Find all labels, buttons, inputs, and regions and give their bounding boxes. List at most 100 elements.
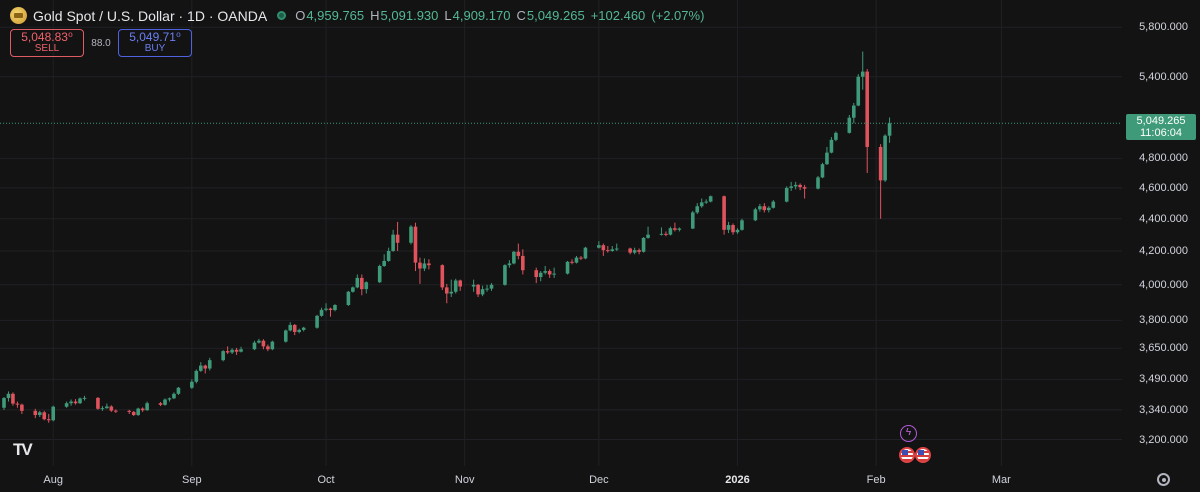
spread-value: 88.0 <box>91 37 111 49</box>
candle <box>476 283 480 298</box>
candle <box>690 210 695 230</box>
candle <box>413 222 418 272</box>
candle <box>109 405 114 412</box>
candle-body <box>33 410 38 416</box>
sell-button[interactable]: 5,048.83⁰ SELL <box>10 29 84 57</box>
candle-body <box>395 234 400 243</box>
candle <box>538 271 543 282</box>
candle <box>33 408 38 419</box>
high-label: H <box>370 8 380 23</box>
gear-icon[interactable] <box>1157 473 1170 486</box>
candle-body <box>825 152 829 165</box>
buy-price: 5,049.71⁰ <box>129 30 181 44</box>
candle <box>51 405 55 422</box>
candle <box>784 186 789 203</box>
buy-button[interactable]: 5,049.71⁰ BUY <box>118 29 192 57</box>
candle-body <box>194 370 199 382</box>
candle <box>198 362 203 372</box>
candle-body <box>283 330 288 342</box>
candle <box>771 200 776 209</box>
x-tick-label: Dec <box>589 474 609 486</box>
candle <box>708 195 713 203</box>
bar-countdown: 11:06:04 <box>1139 127 1182 139</box>
candle <box>878 144 883 219</box>
x-tick-label: Sep <box>182 474 202 486</box>
candle <box>114 409 118 413</box>
candle <box>547 269 552 278</box>
candle-body <box>471 284 476 287</box>
candle <box>418 257 422 284</box>
candle <box>377 264 382 284</box>
candle-body <box>485 288 489 290</box>
candle <box>453 278 458 294</box>
candle-body <box>257 340 261 343</box>
candle <box>64 401 69 408</box>
sell-label: SELL <box>34 43 60 54</box>
candle <box>382 254 386 267</box>
candle-body <box>167 398 172 400</box>
candle <box>82 395 87 401</box>
candle <box>140 407 145 412</box>
candle-body <box>543 271 547 273</box>
candle-body <box>878 146 883 181</box>
candle <box>324 303 328 312</box>
candle-body <box>96 397 100 409</box>
market-status-dot-icon[interactable] <box>277 11 287 20</box>
us-flag-icon[interactable] <box>915 447 931 463</box>
open-label: O <box>295 8 306 23</box>
candle <box>458 279 463 291</box>
candle <box>673 222 677 232</box>
candle-body <box>521 255 525 271</box>
candle <box>78 397 82 405</box>
candle <box>521 249 525 275</box>
candle-body <box>503 265 507 285</box>
candle-body <box>534 270 539 278</box>
candle-body <box>771 201 776 208</box>
candle <box>301 326 306 332</box>
candle <box>266 344 270 352</box>
y-tick-label: 5,400.000 <box>1139 70 1188 83</box>
candle <box>194 369 199 384</box>
candle <box>46 413 51 423</box>
candle-body <box>480 289 485 295</box>
candle-body <box>722 196 726 230</box>
candle <box>328 307 333 317</box>
sell-price: 5,048.83⁰ <box>21 30 73 44</box>
lightning-icon[interactable]: ϟ <box>900 425 917 442</box>
candle <box>628 247 632 255</box>
y-tick-label: 3,800.000 <box>1139 314 1188 327</box>
symbol-title[interactable]: Gold Spot / U.S. Dollar · 1D · OANDA <box>33 7 268 24</box>
candle <box>127 409 132 414</box>
candle <box>297 328 301 334</box>
candle-body <box>583 247 588 259</box>
candle-body <box>69 401 73 404</box>
candle-body <box>695 206 700 213</box>
candle-body <box>677 228 682 230</box>
candle <box>699 198 704 208</box>
candle-body <box>802 187 807 189</box>
candle <box>816 175 820 190</box>
candle <box>847 115 852 134</box>
candle-body <box>699 202 704 207</box>
candle-body <box>46 419 51 421</box>
candle <box>516 243 521 260</box>
tradingview-logo-icon[interactable]: TV <box>13 440 33 459</box>
candle <box>677 227 682 232</box>
x-tick-label: Mar <box>991 474 1011 486</box>
us-flag-icon[interactable] <box>899 447 915 463</box>
candle <box>637 248 641 255</box>
candle <box>574 255 579 264</box>
candle <box>96 397 100 410</box>
candle <box>203 364 208 374</box>
candle <box>485 284 489 292</box>
candle <box>887 117 892 143</box>
candle <box>2 397 6 410</box>
candle-body <box>266 346 270 350</box>
candle <box>234 347 239 355</box>
candle <box>391 229 395 252</box>
candle <box>605 246 610 253</box>
candle-body <box>784 187 789 202</box>
candle-body <box>507 263 512 266</box>
candle <box>283 329 288 343</box>
